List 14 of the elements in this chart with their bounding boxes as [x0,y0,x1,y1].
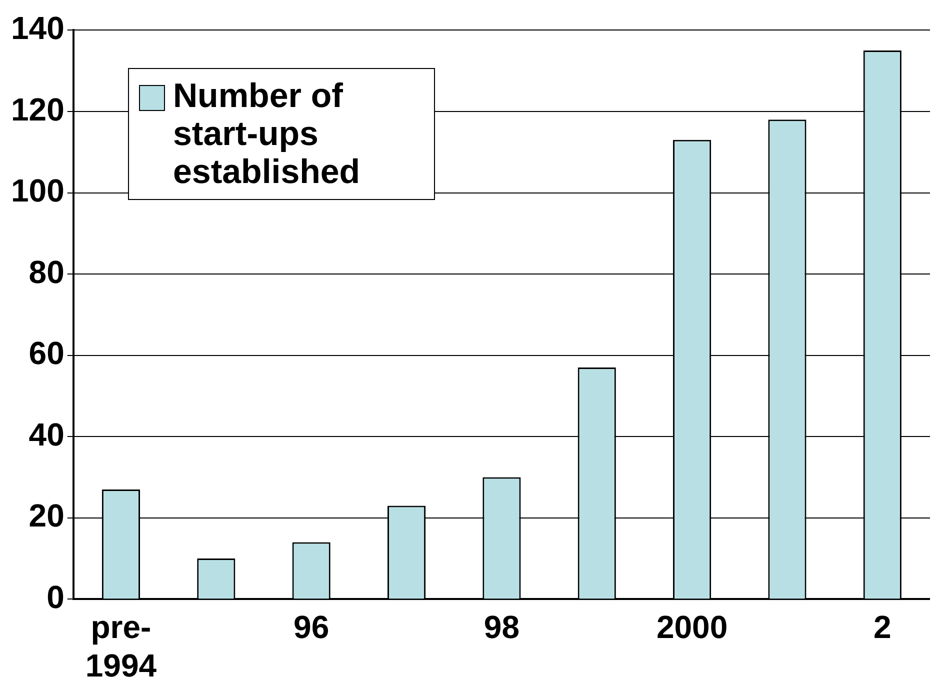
y-tick-label: 20 [28,498,64,534]
y-tick-label: 40 [28,416,64,452]
y-tick-label: 0 [46,579,64,616]
x-tick-label: 2 [874,609,892,646]
y-tick-label: 140 [11,10,64,46]
y-tick-label: 80 [28,254,64,290]
x-tick-label: 98 [484,609,520,646]
y-tick-label: 100 [11,172,64,209]
y-tick-label: 120 [11,91,64,128]
x-tick-label: 96 [294,609,330,646]
legend-label: Number of start-ups established [173,77,362,191]
y-tick-label: 60 [28,335,64,372]
x-tick-label: pre- 1994 [85,609,157,684]
x-tick-label: 2000 [656,609,728,646]
